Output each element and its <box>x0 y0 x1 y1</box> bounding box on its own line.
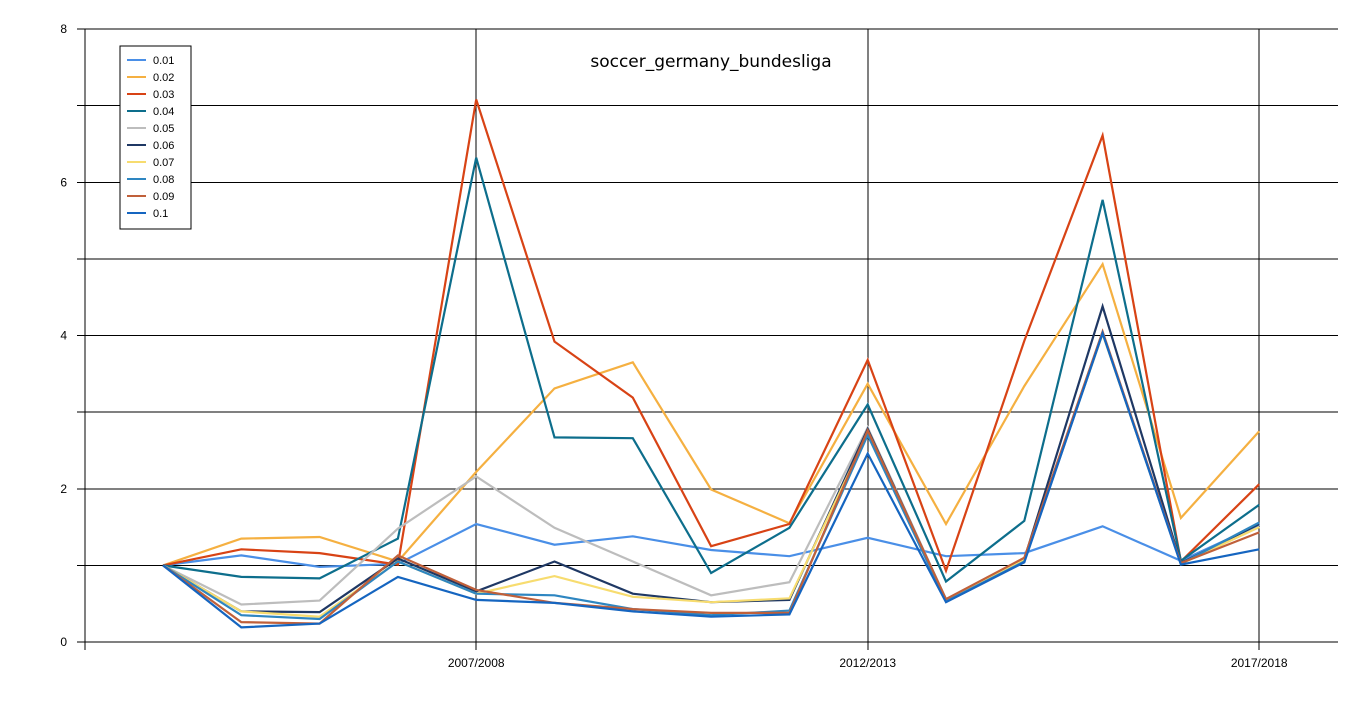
legend-label: 0.1 <box>153 208 168 220</box>
axis-layer: 0 2 4 6 8 2007/2008 2012/2013 2017/2018 <box>60 22 1288 670</box>
legend: 0.01 0.02 0.03 0.04 0.05 0.06 0.07 0.08 0.09 0.1 <box>119 45 192 230</box>
y-tick-label: 8 <box>60 22 67 36</box>
series-line-0.05 <box>162 328 1260 606</box>
series-line-0.02 <box>162 261 1261 567</box>
legend-label: 0.07 <box>153 157 174 169</box>
y-tick-label: 0 <box>60 635 67 649</box>
grid-layer <box>85 28 1338 643</box>
legend-label: 0.09 <box>153 191 174 203</box>
series-line-0.04 <box>162 157 1260 584</box>
vertical-grid-layer <box>475 29 1260 650</box>
series-line-0.03 <box>162 99 1260 574</box>
legend-label: 0.08 <box>153 174 174 186</box>
series-line-0.1 <box>162 329 1260 629</box>
legend-label: 0.01 <box>153 55 174 67</box>
legend-label: 0.04 <box>153 106 174 118</box>
series-line-0.09 <box>162 328 1260 625</box>
legend-label: 0.05 <box>153 123 174 135</box>
legend-label: 0.02 <box>153 72 174 84</box>
x-tick-label: 2007/2008 <box>448 656 505 670</box>
y-tick-label: 2 <box>60 482 67 496</box>
y-tick-label: 4 <box>60 329 67 343</box>
y-tick-label: 6 <box>60 175 67 189</box>
chart-title: soccer_germany_bundesliga <box>590 52 831 72</box>
legend-label: 0.06 <box>153 140 174 152</box>
x-tick-label: 2017/2018 <box>1231 656 1288 670</box>
series-line-0.08 <box>162 329 1260 621</box>
legend-label: 0.03 <box>153 89 174 101</box>
series-layer <box>162 99 1261 629</box>
x-tick-label: 2012/2013 <box>839 656 896 670</box>
